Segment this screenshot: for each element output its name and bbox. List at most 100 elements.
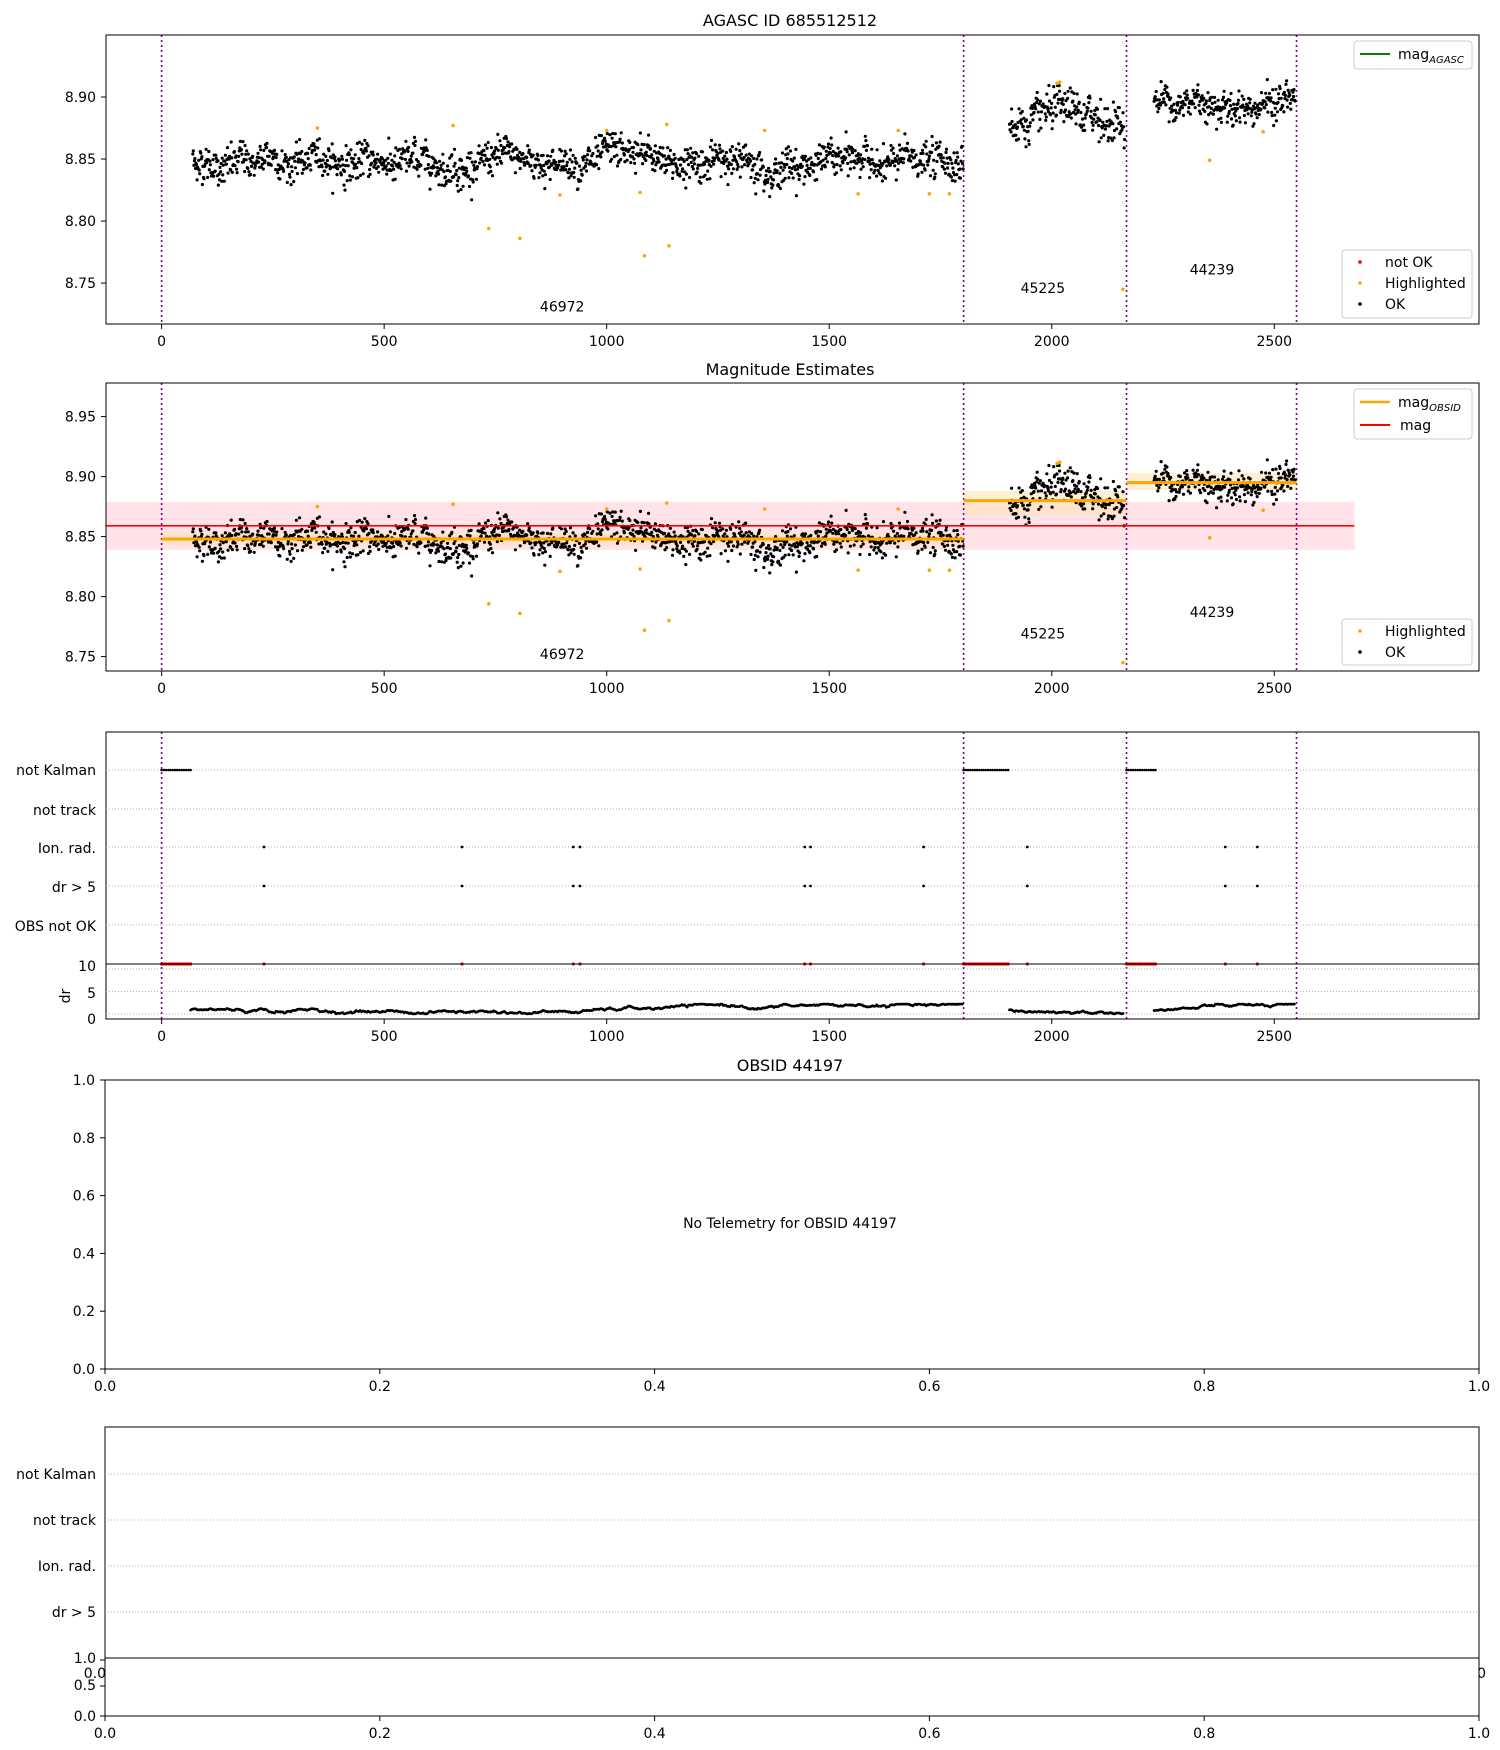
ok-point [1240, 94, 1244, 98]
ok-point [647, 522, 651, 526]
ok-point [618, 137, 622, 141]
ok-point [1099, 136, 1103, 140]
ok-point [197, 168, 201, 172]
ok-point [756, 178, 760, 182]
ok-point [286, 165, 290, 169]
ok-point [579, 545, 583, 550]
highlighted-point [1207, 158, 1212, 163]
ok-point [296, 160, 300, 164]
empty-flags-plot-frame [104, 1426, 1480, 1659]
ok-point [1206, 470, 1210, 474]
ok-point [1058, 89, 1062, 93]
ok-point [1238, 499, 1242, 503]
ok-point [752, 181, 756, 185]
ok-point [693, 156, 697, 160]
ok-point [735, 167, 739, 171]
ok-point [455, 183, 459, 188]
ok-point [744, 143, 748, 147]
ok-point [764, 173, 768, 178]
ok-point [1037, 507, 1041, 511]
ok-point [230, 533, 234, 538]
ok-point [584, 169, 589, 173]
ok-point [452, 541, 456, 546]
ok-point [863, 134, 867, 138]
ok-point [797, 177, 801, 182]
ok-point [518, 544, 522, 548]
ok-point [398, 541, 402, 545]
ok-point [942, 167, 947, 171]
ok-point [766, 557, 770, 561]
ok-point [224, 539, 228, 544]
ok-point [1252, 500, 1256, 504]
ok-point [1232, 102, 1236, 106]
ok-point [1032, 110, 1036, 115]
ok-point [1075, 105, 1079, 109]
ok-point [208, 159, 212, 163]
ok-point [497, 156, 501, 160]
ok-point [1196, 463, 1200, 467]
ok-point [803, 175, 807, 179]
ok-point [565, 160, 569, 164]
ok-point [1252, 122, 1256, 126]
xtick-label: 500 [371, 681, 398, 697]
ok-point [1036, 477, 1040, 481]
ok-point [388, 530, 392, 534]
ok-point [813, 162, 817, 167]
ok-point [1210, 101, 1214, 105]
ok-point [1076, 487, 1080, 491]
ok-point [1091, 128, 1095, 132]
ok-point [591, 529, 595, 533]
ok-point [802, 559, 806, 563]
ok-point [1282, 489, 1286, 493]
ok-point [1211, 112, 1215, 116]
ok-point [439, 541, 443, 545]
ok-point [1089, 109, 1093, 113]
ok-point [662, 154, 667, 158]
ok-point [214, 153, 218, 157]
ion-rad-marker [922, 845, 925, 849]
ion-rad-marker [803, 845, 807, 849]
ok-point [413, 517, 418, 522]
ok-point [824, 156, 828, 161]
ok-point [815, 554, 819, 559]
ok-point [1156, 489, 1160, 493]
ok-point [1063, 108, 1068, 112]
ok-point [575, 161, 579, 165]
ok-point [427, 154, 431, 158]
ok-point [751, 168, 755, 172]
ok-point [456, 566, 460, 570]
ok-point [791, 176, 795, 180]
ok-point [1200, 94, 1204, 98]
ok-point [1102, 512, 1106, 516]
ok-point [356, 176, 360, 180]
ok-point [557, 163, 561, 167]
ok-point [1246, 104, 1250, 108]
ok-point [448, 169, 452, 173]
ok-point [937, 144, 941, 148]
ok-point [220, 534, 224, 538]
ok-point [499, 161, 504, 165]
ok-point [938, 518, 942, 522]
ok-point [1259, 486, 1263, 490]
ok-point [386, 156, 390, 160]
ok-point [1030, 486, 1034, 490]
ok-point [550, 163, 554, 167]
ok-point [1199, 491, 1203, 495]
ok-point [778, 563, 783, 567]
ok-point [801, 532, 805, 536]
ok-point [727, 167, 731, 171]
ok-point [576, 187, 580, 191]
ok-point [606, 149, 610, 153]
ok-point [678, 551, 682, 555]
ok-point [1263, 485, 1267, 489]
ok-point [584, 546, 589, 550]
highlighted-point [486, 226, 491, 231]
ok-point [1022, 495, 1026, 499]
ok-point [449, 179, 453, 183]
ok-point [729, 527, 733, 531]
not-kalman-marker [1136, 768, 1139, 772]
ok-point [1173, 497, 1177, 501]
ok-point [448, 547, 452, 551]
flag-gridlines [105, 1473, 1479, 1613]
highlighted-point [558, 193, 562, 197]
